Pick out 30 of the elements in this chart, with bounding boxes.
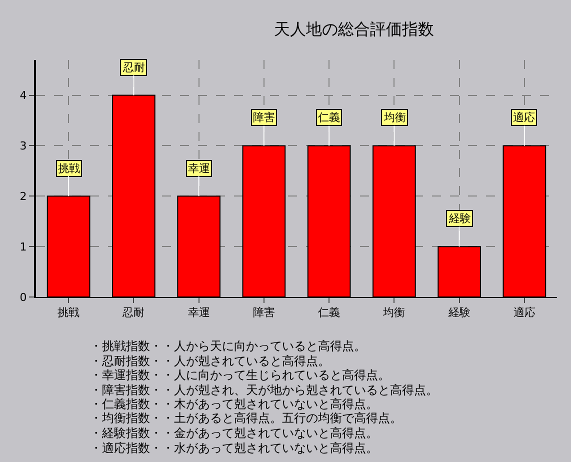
chart-title: 天人地の総合評価指数 xyxy=(274,19,434,38)
annotation: 障害 xyxy=(253,111,275,124)
text: ・均衡指数・・土があると高得点。五行の均衡で高得点。 xyxy=(90,411,402,425)
x-tick-label: 仁義 xyxy=(318,306,340,320)
text: ・幸運指数・・人に向かって生じられていると高得点。 xyxy=(90,368,390,382)
annotation: 忍耐 xyxy=(122,61,145,74)
x-tick-label: 忍耐 xyxy=(122,306,145,320)
x-tick-label: 経験 xyxy=(447,306,470,320)
annotation: 適応 xyxy=(513,111,535,124)
text: ・忍耐指数・・人が剋されていると高得点。 xyxy=(90,354,330,368)
text: ・挑戦指数・・人から天に向かっていると高得点。 xyxy=(90,339,366,353)
text: ・障害指数・・人が剋され、天が地から剋されていると高得点。 xyxy=(90,383,438,397)
annotation: 経験 xyxy=(448,212,471,225)
annotation: 均衡 xyxy=(383,111,406,124)
text: ・仁義指数・・木があって剋されていないと高得点。 xyxy=(90,397,378,411)
x-tick-label: 幸運 xyxy=(188,306,210,320)
y-tick-label: 4 xyxy=(20,89,27,102)
annotation: 幸運 xyxy=(188,162,210,175)
annotation: 挑戦 xyxy=(58,162,80,175)
y-tick-label: 3 xyxy=(20,140,27,153)
x-tick-label: 挑戦 xyxy=(58,306,80,320)
text: ・適応指数・・水があって剋されていないと高得点。 xyxy=(90,441,378,455)
x-tick-label: 適応 xyxy=(513,306,536,320)
annotation: 仁義 xyxy=(318,111,340,124)
y-tick-label: 0 xyxy=(20,290,27,304)
y-tick-label: 1 xyxy=(20,240,27,254)
y-tick-label: 2 xyxy=(20,190,27,203)
x-tick-label: 均衡 xyxy=(382,306,406,320)
x-tick-label: 障害 xyxy=(252,306,275,320)
text: ・経験指数・・金があって剋されていないと高得点。 xyxy=(90,426,378,440)
